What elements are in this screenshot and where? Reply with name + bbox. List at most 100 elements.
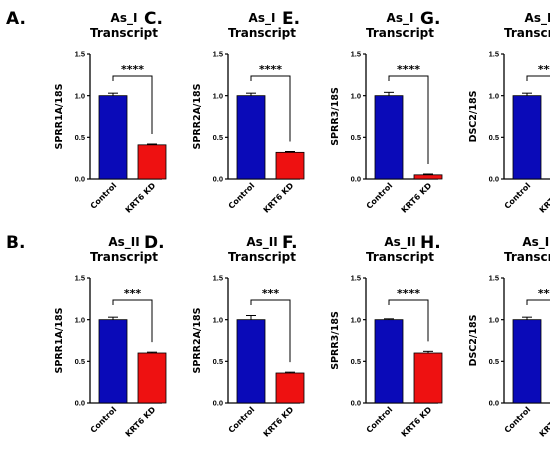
y-tick-label: 0.5: [75, 357, 85, 366]
x-tick-label: KRT6 KD: [400, 181, 434, 215]
y-tick-label: 0.5: [351, 133, 361, 142]
x-tick-label: KRT6 KD: [124, 181, 158, 215]
y-tick-label: 1.0: [489, 315, 499, 324]
significance-label: ****: [397, 287, 420, 300]
significance-bracket: [250, 75, 291, 142]
y-tick-label: 1.5: [351, 274, 361, 283]
bar: [137, 352, 167, 404]
chart-title-line: Transcript: [366, 26, 434, 40]
significance-bracket: [112, 75, 153, 134]
y-tick-label: 0.0: [75, 399, 85, 408]
bar: [512, 319, 542, 404]
x-tick-label: KRT6 KD: [262, 405, 296, 439]
chart-title-line: As_II: [246, 235, 277, 250]
y-tick-label: 0.5: [75, 133, 85, 142]
y-axis-label: SPRR1A/18S: [54, 83, 65, 149]
chart-title-line: Transcript: [90, 250, 158, 264]
bar: [275, 151, 305, 180]
x-tick-label: KRT6 KD: [538, 405, 550, 439]
x-tick-label: Control: [227, 405, 257, 435]
y-tick-label: 0.5: [489, 357, 499, 366]
panel-label: B.: [6, 233, 25, 253]
bar: [374, 95, 404, 180]
y-tick-label: 1.0: [351, 91, 361, 100]
chart-title-line: As_II: [522, 235, 550, 250]
y-tick-label: 1.0: [75, 315, 85, 324]
chart-title-line: As_I: [249, 11, 276, 26]
y-tick-label: 1.0: [351, 315, 361, 324]
x-tick-label: Control: [503, 181, 533, 211]
y-tick-label: 1.5: [213, 274, 223, 283]
x-tick-label: Control: [89, 181, 119, 211]
x-tick-label: KRT6 KD: [538, 181, 550, 215]
chart-title-line: Transcript: [504, 26, 550, 40]
panel-label: G.: [420, 9, 440, 29]
y-tick-label: 1.5: [75, 50, 85, 59]
panel-label: C.: [144, 9, 163, 29]
chart-title-line: Transcript: [366, 250, 434, 264]
y-tick-label: 1.0: [489, 91, 499, 100]
bar: [236, 319, 266, 404]
x-tick-label: Control: [365, 181, 395, 211]
bar: [413, 174, 443, 180]
y-tick-label: 0.0: [213, 399, 223, 408]
significance-label: ****: [259, 63, 282, 76]
y-tick-label: 1.5: [489, 274, 499, 283]
significance-label: ***: [262, 287, 280, 300]
chart-title-line: Transcript: [90, 26, 158, 40]
x-tick-label: Control: [365, 405, 395, 435]
chart-title-line: As_I: [111, 11, 138, 26]
y-axis-label: SPRR3/18S: [330, 311, 341, 370]
y-tick-label: 0.5: [489, 133, 499, 142]
x-tick-label: KRT6 KD: [400, 405, 434, 439]
bar: [98, 95, 128, 180]
y-tick-label: 1.0: [213, 315, 223, 324]
panel-label: D.: [144, 233, 165, 253]
x-tick-label: Control: [89, 405, 119, 435]
y-axis-label: DSC2/18S: [468, 90, 479, 142]
x-tick-label: KRT6 KD: [124, 405, 158, 439]
bar: [137, 144, 167, 180]
y-axis-label: SPRR2A/18S: [192, 307, 203, 373]
significance-bracket: [388, 75, 429, 164]
y-axis-label: SPRR1A/18S: [54, 307, 65, 373]
y-axis-label: DSC2/18S: [468, 314, 479, 366]
y-tick-label: 1.5: [213, 50, 223, 59]
y-tick-label: 0.0: [489, 175, 499, 184]
y-tick-label: 1.0: [213, 91, 223, 100]
y-tick-label: 1.5: [75, 274, 85, 283]
y-tick-label: 1.0: [75, 91, 85, 100]
y-tick-label: 0.5: [213, 133, 223, 142]
panel-label: E.: [282, 9, 300, 29]
chart-title-line: Transcript: [504, 250, 550, 264]
chart-title-line: Transcript: [228, 250, 296, 264]
x-tick-label: Control: [227, 181, 257, 211]
significance-bracket: [250, 299, 291, 363]
significance-label: ***: [538, 63, 550, 76]
y-axis-label: SPRR2A/18S: [192, 83, 203, 149]
y-axis-label: SPRR3/18S: [330, 87, 341, 146]
chart-title-line: As_II: [108, 235, 139, 250]
bar: [275, 372, 305, 404]
bar: [413, 352, 443, 404]
y-tick-label: 1.5: [351, 50, 361, 59]
significance-bracket: [526, 75, 550, 81]
significance-label: ***: [124, 287, 142, 300]
bar: [512, 95, 542, 180]
x-tick-label: KRT6 KD: [262, 181, 296, 215]
panel-label: F.: [282, 233, 298, 253]
panel-label: A.: [6, 9, 26, 29]
y-tick-label: 0.0: [213, 175, 223, 184]
significance-label: ****: [121, 63, 144, 76]
y-tick-label: 0.0: [351, 175, 361, 184]
chart-title-line: As_II: [384, 235, 415, 250]
